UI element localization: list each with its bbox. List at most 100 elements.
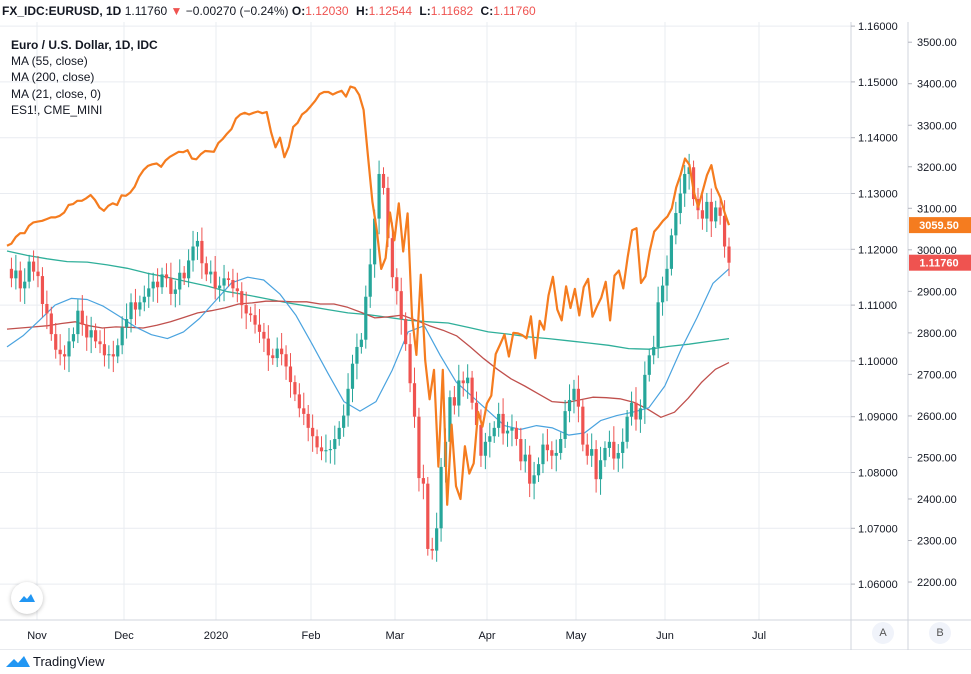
candle [674, 201, 678, 245]
legend-ma200[interactable]: MA (200, close) [11, 70, 95, 85]
candle-body [408, 344, 412, 384]
candle-body [85, 324, 89, 338]
candle [222, 264, 226, 302]
candle [133, 288, 138, 326]
candle-body [612, 441, 616, 459]
candle [505, 421, 510, 447]
time-axis-label: Dec [114, 630, 134, 642]
candle-body [426, 483, 430, 549]
eurusd-tick-label: 1.14000 [858, 133, 898, 145]
candle [687, 153, 691, 190]
legend-title[interactable]: Euro / U.S. Dollar, 1D, IDC [11, 38, 158, 52]
candle-body [683, 173, 687, 194]
candle [359, 333, 363, 354]
candle [89, 316, 93, 354]
candle-body [49, 313, 53, 335]
candle [240, 282, 244, 319]
eurusd-tick-label: 1.06000 [858, 579, 898, 591]
tradingview-logo-button[interactable] [11, 582, 43, 614]
candle-body [705, 201, 709, 219]
auto-scale-button[interactable]: A [872, 622, 894, 644]
candle-body [253, 315, 257, 325]
chart-canvas[interactable]: 1.16000 1.15000 1.14000 1.13000 1.12000 1.110… [0, 22, 971, 650]
brand-footer[interactable]: TradingView [6, 654, 105, 669]
candle [346, 373, 350, 427]
candle-body [470, 377, 474, 403]
candle [71, 327, 76, 349]
chart-grid [0, 22, 851, 620]
candle [528, 445, 532, 498]
candle-body [497, 413, 501, 428]
candle-body [603, 447, 607, 461]
candle [652, 335, 656, 365]
candle-body [563, 411, 567, 440]
candle-body [187, 260, 191, 279]
candle-body [466, 377, 470, 384]
candle [253, 303, 257, 334]
es-tick-label: 2600.00 [917, 411, 957, 423]
candle [510, 414, 514, 447]
candle [683, 165, 687, 207]
candle-body [643, 374, 647, 409]
candle-body [213, 271, 217, 289]
es-tick-label: 3400.00 [917, 79, 957, 91]
legend-compare-symbol[interactable]: ES1!, CME_MINI [11, 102, 103, 117]
candle [36, 255, 40, 288]
candle [581, 399, 585, 452]
candle-body [9, 268, 14, 279]
candle [187, 249, 191, 288]
candle-body [541, 444, 545, 465]
candle-body [652, 346, 656, 356]
candle-body [412, 383, 417, 417]
candle [249, 306, 253, 322]
candle-body [257, 324, 262, 332]
candle-body [133, 302, 138, 310]
candle-body [532, 475, 536, 484]
candle [31, 250, 36, 281]
candle-body [164, 274, 169, 279]
candle [497, 402, 501, 437]
candle-body [554, 452, 558, 456]
candle [550, 441, 554, 470]
candle-body [284, 354, 288, 367]
candle-body [452, 397, 456, 406]
candle-body [40, 276, 45, 304]
candle-body [200, 240, 204, 264]
candle [324, 434, 328, 463]
candle-body [457, 380, 461, 406]
es-tick-label: 3500.00 [917, 37, 957, 49]
candle-body [67, 341, 71, 357]
candle-body [288, 366, 293, 383]
candle-body [435, 528, 439, 551]
eurusd-tick-label: 1.10000 [858, 356, 898, 368]
candle [355, 333, 359, 380]
candle [124, 303, 129, 339]
candle [311, 414, 315, 452]
eurusd-price-tag: 1.11760 [909, 254, 971, 271]
candle-body [523, 454, 527, 462]
scale-b-button[interactable]: B [929, 622, 951, 644]
candle [293, 375, 297, 402]
candle [280, 333, 284, 366]
candle [421, 464, 425, 500]
es-tick-label: 3000.00 [917, 245, 957, 257]
candle [319, 436, 324, 461]
candle-body [421, 478, 425, 484]
candle [417, 407, 421, 492]
es-tick-label: 2700.00 [917, 369, 957, 381]
candle-body [550, 450, 554, 456]
candle [709, 188, 713, 238]
es-tick-label: 2400.00 [917, 494, 957, 506]
candle-body [342, 415, 346, 428]
candle-body [678, 193, 682, 214]
brand-name: TradingView [33, 654, 105, 669]
eurusd-tick-label: 1.09000 [858, 412, 898, 424]
high-value: 1.12544 [368, 4, 413, 18]
price-axes[interactable]: 1.16000 1.15000 1.14000 1.13000 1.12000 1.110… [0, 22, 971, 650]
candle-body [311, 427, 315, 437]
candle-body [116, 345, 120, 357]
legend-ma55[interactable]: MA (55, close) [11, 54, 88, 69]
legend-ma21[interactable]: MA (21, close, 0) [11, 86, 102, 101]
candle-body [616, 452, 620, 459]
candle-body [222, 278, 226, 286]
